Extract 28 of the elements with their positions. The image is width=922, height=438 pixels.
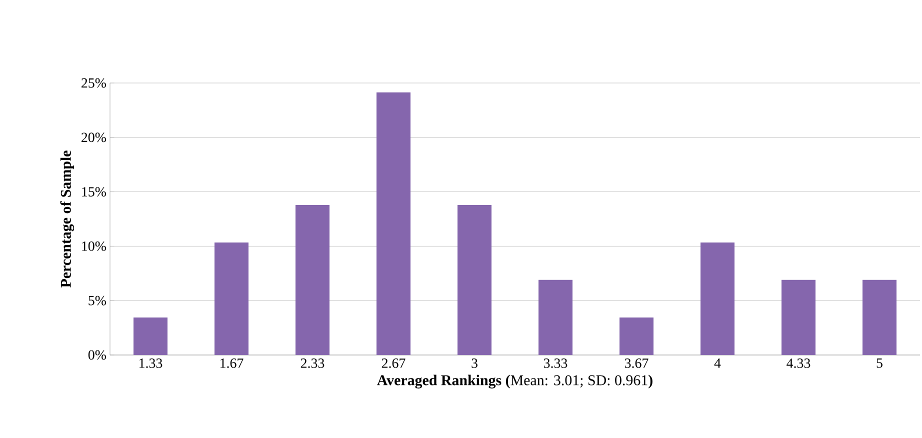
y-tick-label: 15% (82, 187, 106, 197)
bar (458, 204, 492, 355)
bar (134, 317, 168, 355)
x-tick-label: 3.33 (544, 358, 568, 368)
bar (620, 317, 654, 355)
bar (538, 280, 573, 355)
y-tick-label: 10% (82, 241, 106, 251)
x-tick-label: 4.33 (786, 358, 810, 368)
y-tick-label: 5% (88, 296, 106, 306)
x-tick-label: 1.33 (140, 358, 162, 368)
x-tick-label: 3.67 (624, 358, 648, 368)
y-tick-label: 0% (88, 350, 106, 360)
bar (700, 242, 735, 355)
bar (214, 242, 249, 355)
bar (376, 92, 411, 355)
bar (862, 280, 897, 355)
x-tick-label: 1.67 (220, 358, 244, 368)
bar (296, 204, 330, 355)
x-axis-title: Averaged Rankings (Mean: 3.01; SD: 0.961) (377, 374, 652, 388)
bar (782, 280, 816, 355)
y-tick-label: 20% (82, 132, 106, 142)
x-tick-label: 2.67 (382, 358, 406, 368)
x-tick-label: 3 (472, 358, 478, 368)
x-tick-label: 2.33 (300, 358, 324, 368)
x-tick-label: 4 (714, 358, 721, 368)
y-tick-label: 25% (82, 78, 106, 88)
x-tick-label: 5 (876, 358, 882, 368)
y-axis-title: Percentage of Sample (60, 150, 74, 288)
